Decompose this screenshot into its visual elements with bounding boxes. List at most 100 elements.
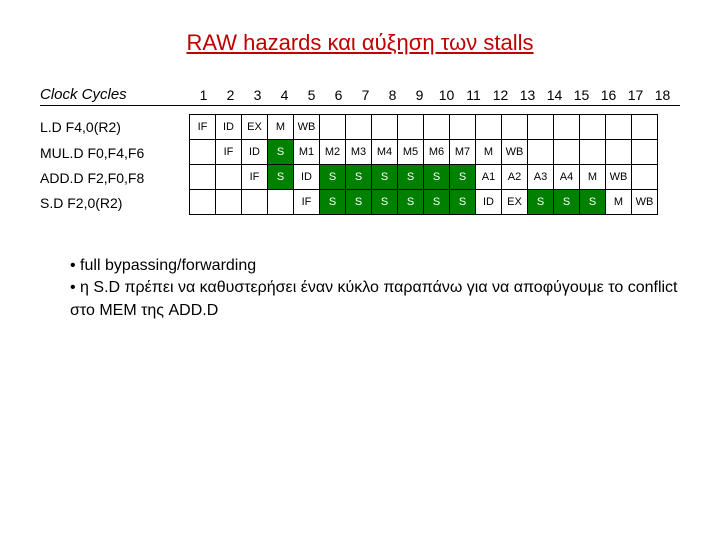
pipeline-row: MUL.D F0,F4,F6 IFIDSM1M2M3M4M5M6M7MWB <box>40 140 680 165</box>
cycle-number: 7 <box>352 87 379 103</box>
pipeline-cell: M7 <box>449 139 476 165</box>
pipeline-cell: S <box>449 189 476 215</box>
pipeline-cell <box>631 139 658 165</box>
pipeline-cell: S <box>319 164 346 190</box>
pipeline-row: ADD.D F2,F0,F8IFSIDSSSSSSA1A2A3A4MWB <box>40 165 680 190</box>
pipeline-cell: S <box>423 164 450 190</box>
pipeline-cell: A4 <box>553 164 580 190</box>
pipeline-cell: ID <box>293 164 320 190</box>
cycle-number: 18 <box>649 87 676 103</box>
pipeline-cell: WB <box>631 189 658 215</box>
pipeline-cell <box>319 114 346 140</box>
cycle-number: 16 <box>595 87 622 103</box>
cycle-number: 8 <box>379 87 406 103</box>
pipeline-cell: WB <box>293 114 320 140</box>
cycle-number: 9 <box>406 87 433 103</box>
page-title: RAW hazards και αύξηση των stalls <box>40 30 680 56</box>
pipeline-cell <box>371 114 398 140</box>
pipeline-cell: A2 <box>501 164 528 190</box>
pipeline-cell: A3 <box>527 164 554 190</box>
cycle-number: 14 <box>541 87 568 103</box>
clock-cycles-header: Clock Cycles 123456789101112131415161718 <box>40 86 680 106</box>
pipeline-cell: IF <box>241 164 268 190</box>
pipeline-cell <box>527 139 554 165</box>
pipeline-cell: S <box>267 164 294 190</box>
pipeline-cell: M3 <box>345 139 372 165</box>
pipeline-cell <box>449 114 476 140</box>
pipeline-cell: S <box>345 164 372 190</box>
clock-cycles-label: Clock Cycles <box>40 86 190 103</box>
pipeline-cell <box>553 114 580 140</box>
pipeline-cell: IF <box>189 114 216 140</box>
pipeline-cell: ID <box>241 139 268 165</box>
cycle-number: 1 <box>190 87 217 103</box>
cycle-number: 6 <box>325 87 352 103</box>
instruction-label: L.D F4,0(R2) <box>40 114 190 140</box>
pipeline-cell <box>267 189 294 215</box>
pipeline-cell: WB <box>501 139 528 165</box>
pipeline-cell <box>241 189 268 215</box>
pipeline-cell: M <box>267 114 294 140</box>
pipeline-cell: M <box>475 139 502 165</box>
pipeline-cell: EX <box>501 189 528 215</box>
cycle-number: 2 <box>217 87 244 103</box>
cycle-number: 10 <box>433 87 460 103</box>
pipeline-cell: M2 <box>319 139 346 165</box>
pipeline-cell: M <box>579 164 606 190</box>
pipeline-cell: M5 <box>397 139 424 165</box>
pipeline-cell <box>579 139 606 165</box>
pipeline-cell <box>475 114 502 140</box>
pipeline-cell: S <box>423 189 450 215</box>
pipeline-cell <box>189 189 216 215</box>
note-line: • η S.D πρέπει να καθυστερήσει έναν κύκλ… <box>70 277 680 322</box>
pipeline-row: S.D F2,0(R2)IFSSSSSSIDEXSSSMWB <box>40 190 680 215</box>
cycle-number: 12 <box>487 87 514 103</box>
pipeline-cell: S <box>267 139 294 165</box>
pipeline-cell <box>605 114 632 140</box>
pipeline-cell: S <box>371 189 398 215</box>
cycle-number: 11 <box>460 87 487 103</box>
instruction-label: MUL.D F0,F4,F6 <box>40 140 190 165</box>
pipeline-cell: S <box>397 164 424 190</box>
pipeline-cell <box>215 189 242 215</box>
pipeline-cell: IF <box>293 189 320 215</box>
pipeline-cell <box>631 164 658 190</box>
cycle-number: 4 <box>271 87 298 103</box>
pipeline-cell: M4 <box>371 139 398 165</box>
instruction-label: S.D F2,0(R2) <box>40 190 190 215</box>
pipeline-cell: S <box>449 164 476 190</box>
pipeline-cell: S <box>371 164 398 190</box>
pipeline-cell <box>579 114 606 140</box>
cycle-number: 5 <box>298 87 325 103</box>
pipeline-cell <box>553 139 580 165</box>
pipeline-cell: S <box>345 189 372 215</box>
pipeline-cell <box>527 114 554 140</box>
pipeline-cell: EX <box>241 114 268 140</box>
pipeline-cell: M1 <box>293 139 320 165</box>
pipeline-cell <box>605 139 632 165</box>
pipeline-cell <box>631 114 658 140</box>
pipeline-cell <box>397 114 424 140</box>
notes-block: • full bypassing/forwarding• η S.D πρέπε… <box>40 255 680 322</box>
pipeline-table: L.D F4,0(R2)IFIDEXMWBMUL.D F0,F4,F6IFIDS… <box>40 114 680 215</box>
pipeline-cell <box>189 139 216 165</box>
pipeline-cell: S <box>319 189 346 215</box>
pipeline-cell: M6 <box>423 139 450 165</box>
pipeline-cell <box>189 164 216 190</box>
pipeline-cell: S <box>579 189 606 215</box>
cycle-number: 3 <box>244 87 271 103</box>
pipeline-cell <box>345 114 372 140</box>
pipeline-cell: IF <box>215 139 242 165</box>
pipeline-cell: A1 <box>475 164 502 190</box>
cycle-numbers: 123456789101112131415161718 <box>190 87 676 103</box>
pipeline-cell <box>215 164 242 190</box>
pipeline-cell: S <box>553 189 580 215</box>
pipeline-cell <box>501 114 528 140</box>
cycle-number: 15 <box>568 87 595 103</box>
pipeline-cell: S <box>397 189 424 215</box>
pipeline-cell: S <box>527 189 554 215</box>
cycle-number: 17 <box>622 87 649 103</box>
cycle-number: 13 <box>514 87 541 103</box>
pipeline-cell: ID <box>215 114 242 140</box>
instruction-label: ADD.D F2,F0,F8 <box>40 165 190 190</box>
